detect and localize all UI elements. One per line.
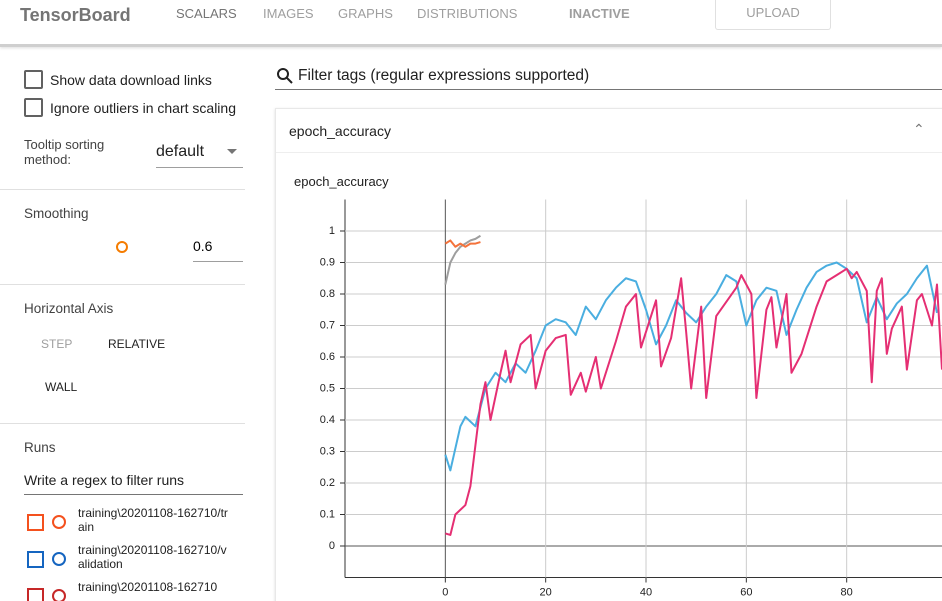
run-color [52,515,66,529]
x-tick-label: 80 [841,586,853,598]
divider [0,189,245,190]
divider [0,284,245,285]
chart: 0 0.1 0.2 0.3 0.4 0.5 0.6 0.7 0.8 0.9 1 0 20 40 60 80 [320,199,942,598]
collapse-caret[interactable]: ⌃ [913,121,925,137]
runs-filter[interactable]: Write a regex to filter runs [24,472,243,495]
upload-button[interactable]: UPLOAD [715,0,831,30]
y-tick-label: 0.8 [320,288,335,300]
axis-label: Horizontal Axis [24,301,114,316]
status[interactable]: INACTIVE [569,6,630,21]
run-name[interactable]: training\20201108-162710/train [78,506,228,534]
run-checkbox[interactable] [27,551,44,568]
run-name[interactable]: training\20201108-162710/validation [78,543,227,571]
card [275,108,942,601]
tab[interactable]: DISTRIBUTIONS [417,6,518,21]
tab[interactable]: SCALARS [176,6,237,21]
runs-label: Runs [24,440,56,455]
tooltip-label: Tooltip sorting method: [24,137,105,167]
y-tick-label: 0.7 [320,319,335,331]
smoothing-value[interactable]: 0.6 [193,238,243,262]
checkbox-label[interactable]: Ignore outliers in chart scaling [50,100,236,116]
x-tick-label: 0 [442,586,448,598]
y-tick-label: 0.6 [320,351,335,363]
brand: TensorBoard [20,5,131,25]
series-line [445,267,942,536]
y-tick-label: 1 [329,225,335,237]
plot [444,234,942,536]
run-name[interactable]: training\20201108-162710 [78,580,218,594]
dropdown-arrow [227,149,237,159]
chart-title: epoch_accuracy [294,174,389,189]
tab[interactable]: GRAPHS [338,6,393,21]
divider [0,423,245,424]
y-tick-label: 0.3 [320,445,335,457]
y-tick-label: 0 [329,540,335,552]
axis-option[interactable]: RELATIVE [108,337,166,351]
y-tick-label: 0.1 [320,508,335,520]
run-color [52,589,66,601]
y-tick-label: 0.4 [320,414,335,426]
series-line [444,239,481,248]
run-color [52,552,66,566]
smoothing-label: Smoothing [24,206,89,221]
x-tick-label: 20 [540,586,552,598]
x-tick-label: 40 [640,586,652,598]
card-header[interactable]: epoch_accuracy [289,123,391,139]
checkbox-label[interactable]: Show data download links [50,72,212,88]
card-divider [276,152,942,153]
slider-thumb[interactable] [116,241,128,253]
run-checkbox[interactable] [27,514,44,531]
run-checkbox[interactable] [27,588,44,601]
tooltip-select[interactable]: default [156,143,243,168]
filter-underline [275,89,942,90]
axis-option[interactable]: WALL [45,380,78,394]
tag-filter[interactable]: Filter tags (regular expressions support… [298,67,590,84]
search-icon [277,68,293,84]
y-tick-label: 0.5 [320,382,335,394]
checkbox[interactable] [24,98,43,117]
y-tick-label: 0.2 [320,477,335,489]
axis-option[interactable]: STEP [41,337,73,351]
y-tick-label: 0.9 [320,256,335,268]
x-tick-label: 60 [740,586,752,598]
checkbox[interactable] [24,70,43,89]
tab[interactable]: IMAGES [263,6,314,21]
top-bar [0,0,942,47]
